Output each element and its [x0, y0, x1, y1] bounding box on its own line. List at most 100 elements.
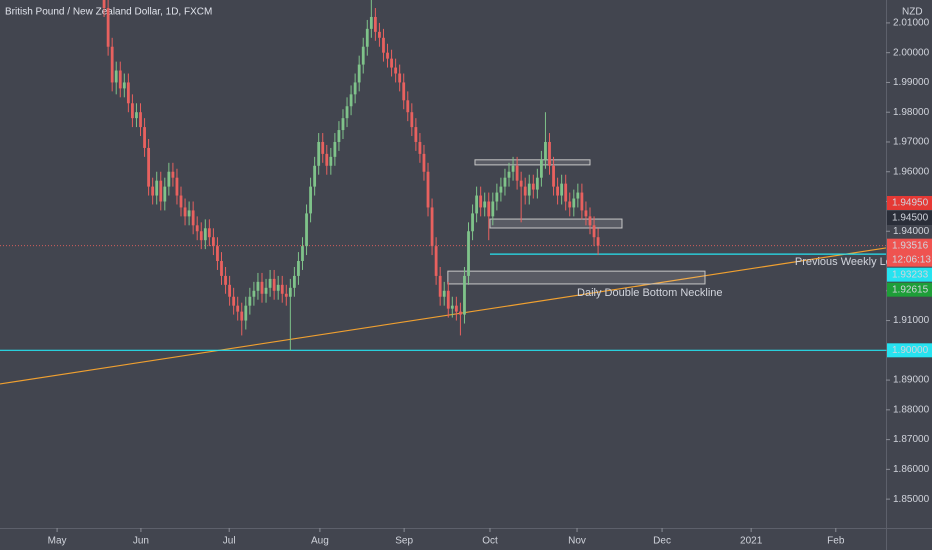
- candle-body: [434, 246, 438, 276]
- candle-body: [572, 198, 576, 208]
- candle-body: [126, 82, 130, 104]
- price-tag: [887, 267, 932, 282]
- price-tag: [887, 210, 932, 225]
- candle-body: [442, 290, 446, 297]
- candle-body: [499, 186, 503, 193]
- candle-body: [288, 287, 292, 297]
- candle-body: [507, 171, 511, 178]
- candle-body: [378, 31, 381, 38]
- candle-body: [450, 305, 454, 309]
- candle-body: [584, 210, 588, 217]
- candle-body: [548, 141, 551, 166]
- candle-body: [544, 141, 547, 160]
- candle-body: [179, 195, 183, 208]
- y-tick-label: 1.89000: [893, 375, 930, 386]
- candle-body: [260, 281, 264, 294]
- y-tick-label: 1.96000: [893, 166, 930, 177]
- candle-body: [471, 213, 474, 232]
- candle-body: [252, 290, 256, 297]
- candle-body: [560, 183, 564, 196]
- candle-body: [382, 37, 385, 53]
- candle-body: [373, 16, 377, 32]
- candle-body: [418, 141, 422, 154]
- zone-rectangle: [489, 218, 623, 229]
- candle-body: [297, 261, 300, 276]
- candle-body: [110, 46, 114, 83]
- candle-body: [187, 210, 191, 217]
- candle-body: [272, 278, 276, 291]
- candle-body: [264, 287, 268, 294]
- candle-body: [325, 153, 329, 166]
- candle-body: [305, 213, 308, 247]
- annotation: Previous Weekly Low: [795, 256, 900, 268]
- candle-body: [102, 0, 106, 9]
- candle-body: [341, 118, 345, 131]
- axis-unit: NZD: [902, 7, 923, 18]
- candle-body: [467, 231, 470, 276]
- candle-body: [301, 246, 304, 262]
- candle-body: [361, 46, 365, 65]
- candle-body: [386, 52, 389, 59]
- candle-body: [487, 201, 491, 217]
- x-tick-label: Jun: [133, 536, 149, 547]
- candle-body: [240, 311, 244, 321]
- candle-body: [224, 275, 227, 285]
- candle-body: [596, 237, 600, 246]
- candle-body: [539, 159, 543, 178]
- candle-body: [203, 228, 207, 241]
- annotation: Daily Double Bottom Neckline: [577, 287, 723, 299]
- candle-body: [313, 165, 317, 187]
- candle-body: [475, 195, 479, 214]
- candle-body: [212, 237, 215, 247]
- x-tick-label: Aug: [311, 536, 329, 547]
- candle-body: [147, 147, 151, 187]
- y-tick-label: 1.99000: [893, 77, 930, 88]
- candle-body: [430, 207, 434, 247]
- candle-body: [122, 82, 126, 89]
- y-tick-label: 1.88000: [893, 404, 930, 415]
- y-tick-label: 1.97000: [893, 137, 930, 148]
- candle-body: [248, 296, 252, 306]
- candle-body: [284, 293, 288, 297]
- candle-body: [491, 201, 495, 217]
- x-tick-label: Nov: [568, 536, 586, 547]
- candle-body: [171, 171, 175, 178]
- candle-body: [511, 165, 515, 172]
- x-tick-label: Jul: [223, 536, 236, 547]
- candle-body: [531, 183, 535, 190]
- candle-body: [292, 275, 296, 288]
- candle-body: [515, 165, 519, 181]
- candle-body: [159, 180, 163, 202]
- candle-body: [588, 216, 592, 226]
- candle-body: [369, 16, 373, 29]
- candle-body: [576, 192, 580, 199]
- candle-body: [280, 284, 284, 294]
- candle-body: [564, 183, 568, 202]
- candle-body: [365, 28, 369, 47]
- price-tag-label: 1.93516: [892, 240, 929, 251]
- y-tick-label: 1.85000: [893, 494, 930, 505]
- candle-body: [143, 127, 146, 148]
- candle-body: [106, 8, 110, 47]
- candle-body: [446, 290, 450, 309]
- candle-body: [118, 70, 122, 89]
- candle-body: [191, 210, 195, 226]
- candle-body: [276, 284, 280, 291]
- candle-body: [495, 192, 499, 202]
- candle-body: [139, 112, 142, 128]
- candle-body: [438, 275, 442, 297]
- candle-body: [357, 64, 361, 83]
- candle-body: [349, 94, 353, 107]
- candle-body: [167, 171, 171, 187]
- candle-body: [414, 127, 418, 142]
- candle-body: [317, 141, 321, 166]
- price-tag-label: 1.94500: [892, 213, 929, 224]
- candle-body: [155, 180, 159, 196]
- candle-body: [309, 186, 312, 214]
- x-tick-label: May: [48, 536, 67, 547]
- candle-body: [552, 165, 555, 187]
- candle-body: [394, 67, 398, 74]
- candle-body: [527, 183, 531, 196]
- candle-body: [556, 186, 559, 196]
